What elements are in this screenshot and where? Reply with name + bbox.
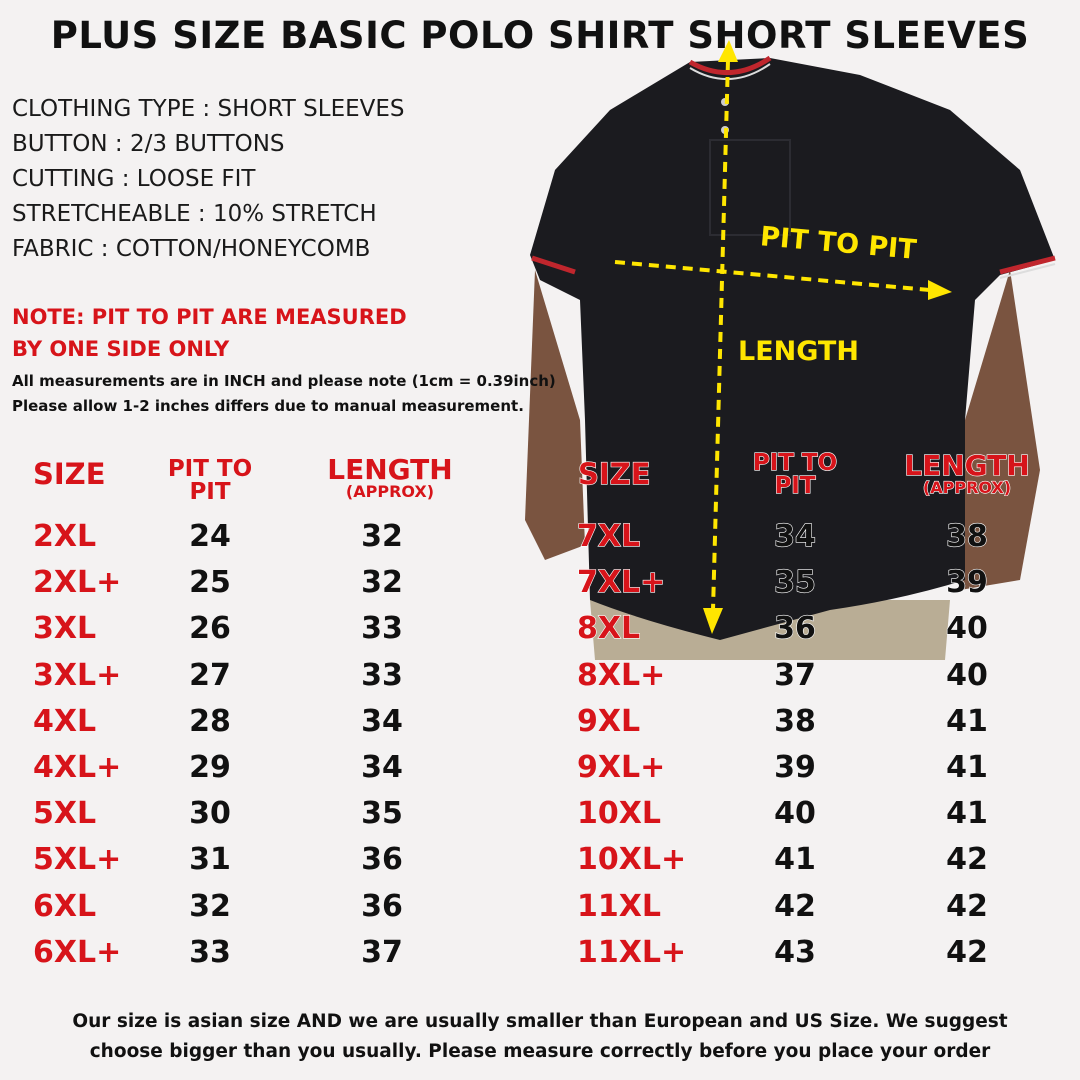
left-table-length-cell: 36 (361, 842, 403, 878)
note-line-1: NOTE: PIT TO PIT ARE MEASURED (12, 305, 407, 329)
left-table-pit-cell: 24 (189, 519, 231, 554)
right-table-length-cell: 38 (946, 519, 989, 554)
right-table-size-cell: 10XL+ (577, 842, 687, 878)
right-header-length-label: LENGTH (904, 449, 1031, 482)
left-table-size-cell: 4XL (33, 703, 97, 739)
info-line-2: Please allow 1-2 inches differs due to m… (12, 397, 524, 415)
right-table-pit-cell: 35 (774, 565, 817, 601)
right-table-size-cell: 8XL+ (577, 657, 666, 693)
left-table-length-cell: 32 (361, 519, 403, 554)
length-arrow (711, 59, 730, 611)
left-table-size-cell: 6XL (33, 888, 97, 924)
left-table-pit-cell: 26 (189, 611, 231, 647)
left-table-length-cell: 33 (361, 611, 403, 647)
left-table-length-cell: 34 (361, 750, 403, 785)
spec-cutting: CUTTING : LOOSE FIT (12, 166, 256, 192)
page-title: PLUS SIZE BASIC POLO SHIRT SHORT SLEEVES (50, 14, 1030, 57)
left-header-approx: (APPROX) (345, 482, 435, 501)
right-table-pit-cell: 43 (774, 934, 816, 970)
left-header-pit: PIT TO PIT (150, 458, 270, 504)
right-table-pit-cell: 37 (774, 657, 816, 693)
shirt-body (530, 58, 1055, 640)
right-header-pit-line2: PIT (774, 473, 816, 499)
right-table-size-cell: 7XL+ (576, 565, 666, 601)
left-table-pit-cell: 33 (189, 934, 231, 970)
left-table-size-cell: 3XL+ (33, 657, 122, 693)
left-table-pit-cell: 27 (189, 657, 231, 693)
left-table-pit-cell: 30 (189, 796, 231, 832)
right-table-pit-cell: 34 (774, 519, 817, 554)
spec-button: BUTTON : 2/3 BUTTONS (12, 131, 285, 157)
right-header-approx: (APPROX) (922, 478, 1012, 497)
right-table-size-cell: 11XL (577, 888, 661, 924)
left-table-size-cell: 4XL+ (33, 750, 122, 785)
length-label: LENGTH (738, 336, 859, 367)
left-table-length-cell: 34 (361, 703, 403, 739)
note-line-2: BY ONE SIDE ONLY (12, 337, 230, 361)
right-table-pit-cell: 41 (774, 842, 816, 878)
right-table-size-cell: 9XL (577, 703, 641, 739)
left-table-pit-cell: 29 (189, 750, 231, 785)
spec-fabric: FABRIC : COTTON/HONEYCOMB (12, 236, 371, 262)
left-header-pit-line1: PIT TO (167, 456, 253, 482)
right-table-length-cell: 39 (946, 565, 989, 601)
right-table-length-cell: 41 (946, 703, 988, 739)
right-table-pit-cell: 39 (774, 750, 816, 785)
right-arm (960, 270, 1040, 590)
right-table-pit-cell: 40 (774, 796, 816, 832)
left-table-length-cell: 32 (361, 565, 403, 601)
left-table-length-cell: 37 (361, 934, 403, 970)
left-table-length-cell: 35 (361, 796, 403, 832)
right-header-pit-line1: PIT TO (752, 450, 838, 476)
left-table-pit-cell: 28 (189, 703, 231, 739)
right-table-pit-cell: 36 (774, 611, 817, 647)
right-header-pit: PIT TO PIT (735, 450, 855, 499)
info-line-1: All measurements are in INCH and please … (12, 372, 556, 390)
left-table-length-cell: 36 (361, 888, 403, 924)
right-table-length-cell: 41 (946, 750, 988, 785)
right-table-length-cell: 40 (946, 657, 988, 693)
right-table-size-cell: 10XL (577, 796, 661, 832)
left-table-pit-cell: 31 (189, 842, 231, 878)
right-table-length-cell: 42 (946, 842, 988, 878)
left-table-size-cell: 5XL (33, 796, 97, 832)
right-table-length-cell: 41 (946, 796, 988, 832)
footer-line-2: choose bigger than you usually. Please m… (89, 1041, 991, 1062)
left-header-length-label: LENGTH (327, 453, 453, 486)
footer-line-1: Our size is asian size AND we are usuall… (72, 1011, 1008, 1032)
left-table-size-cell: 2XL+ (33, 565, 122, 601)
left-table-size-cell: 3XL (33, 611, 97, 647)
left-table-size-cell: 2XL (33, 519, 97, 554)
pit-to-pit-arrow (614, 260, 931, 292)
left-table-length-cell: 33 (361, 657, 403, 693)
right-table-size-cell: 7XL (576, 519, 641, 554)
right-table-pit-cell: 38 (774, 703, 816, 739)
right-table-size-cell: 8XL (576, 611, 641, 647)
left-header-size: SIZE (33, 457, 106, 491)
right-table-pit-cell: 42 (774, 888, 816, 924)
left-header-pit-line2: PIT (189, 479, 231, 505)
spec-stretch: STRETCHEABLE : 10% STRETCH (12, 201, 377, 227)
right-table-length-cell: 42 (946, 888, 988, 924)
right-header-size: SIZE (577, 457, 651, 491)
left-table-size-cell: 5XL+ (33, 842, 122, 878)
left-table-size-cell: 6XL+ (33, 934, 122, 970)
right-table-length-cell: 40 (946, 611, 989, 647)
left-header-length: LENGTH (APPROX) (310, 456, 470, 500)
left-arm (525, 270, 585, 560)
right-header-length: LENGTH (APPROX) (887, 449, 1047, 497)
left-table-pit-cell: 32 (189, 888, 231, 924)
left-table-pit-cell: 25 (189, 565, 231, 601)
right-table-size-cell: 9XL+ (577, 750, 666, 785)
right-table-length-cell: 42 (946, 934, 988, 970)
spec-clothing-type: CLOTHING TYPE : SHORT SLEEVES (12, 96, 405, 122)
right-table-size-cell: 11XL+ (577, 934, 687, 970)
